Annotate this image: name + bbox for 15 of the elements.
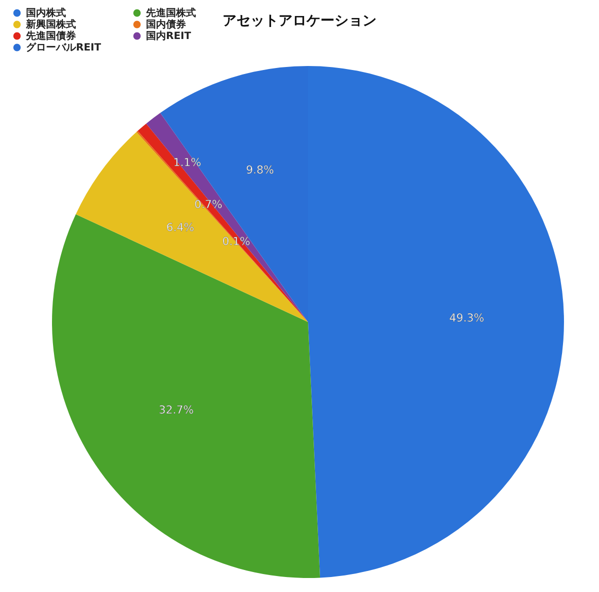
legend-label: 国内債券 (146, 18, 187, 30)
data-label: 9.8% (246, 164, 274, 177)
legend-label: 国内REIT (146, 30, 192, 42)
pie-slice (76, 132, 308, 322)
data-label: 49.3% (449, 311, 484, 324)
data-label: 0.7% (194, 198, 222, 212)
data-label: 6.4% (166, 220, 194, 234)
chart-title: アセットアロケーション (222, 13, 376, 29)
legend-label: 先進国株式 (145, 7, 196, 19)
legend-label: 国内株式 (26, 7, 66, 19)
data-label: 32.7% (158, 404, 194, 417)
legend-label: 先進国債券 (25, 30, 77, 42)
legend-label: 新興国株式 (25, 18, 76, 30)
legend-label: グローバルREIT (26, 42, 102, 54)
pie-slice (52, 214, 320, 578)
